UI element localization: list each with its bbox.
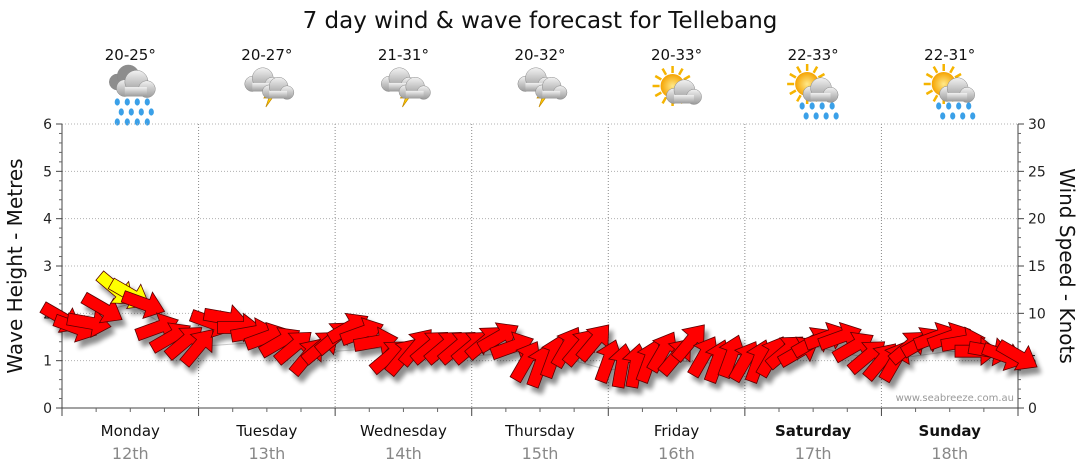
credit-text: www.seabreeze.com.au [896, 393, 1014, 404]
wind-arrow [179, 329, 214, 368]
chart-title: 7 day wind & wave forecast for Tellebang [303, 8, 778, 34]
wind-arrow [670, 324, 705, 363]
y-left-tick-label: 0 [43, 401, 52, 417]
temp-range-label: 22-33° [788, 46, 839, 64]
x-date-label: 14th [385, 444, 422, 463]
y-right-tick-label: 0 [1028, 401, 1037, 417]
sun-rain-icon [923, 64, 976, 120]
y-right-tick-label: 10 [1028, 306, 1046, 322]
storm-cloud-icon [244, 67, 295, 108]
temp-range-label: 20-32° [514, 46, 565, 64]
y-left-tick-label: 5 [43, 164, 52, 180]
wind-arrow [80, 291, 123, 324]
rain-cloud-icon [109, 64, 156, 126]
x-day-label: Thursday [504, 422, 575, 440]
sun-rain-icon [787, 64, 839, 120]
sun-cloud-icon [652, 66, 702, 106]
x-day-label: Sunday [919, 422, 982, 440]
temp-range-label: 21-31° [378, 46, 429, 64]
x-date-label: 12th [112, 444, 149, 463]
temp-range-label: 20-33° [651, 46, 702, 64]
x-day-label: Tuesday [235, 422, 297, 440]
wind-arrow-series [39, 270, 1038, 389]
x-date-label: 18th [931, 444, 968, 463]
wind-arrow [995, 339, 1038, 371]
x-date-label: 16th [658, 444, 695, 463]
x-day-label: Monday [101, 422, 160, 440]
y-right-tick-label: 30 [1028, 117, 1046, 133]
y-left-tick-label: 4 [43, 212, 52, 228]
x-day-label: Wednesday [360, 422, 447, 440]
y-left-tick-label: 6 [43, 117, 52, 133]
wind-arrow [575, 324, 610, 363]
weather-header: 20-25° 20-27° 21-31° 20-32° 20-33° 22-33° 22-3… [105, 46, 976, 126]
axes: 0123456051015202530Monday12thTuesday13th… [43, 117, 1046, 463]
temp-range-label: 22-31° [924, 46, 975, 64]
wind-arrow [66, 308, 112, 339]
storm-cloud-icon [517, 67, 568, 108]
x-day-label: Saturday [775, 422, 852, 440]
temp-range-label: 20-25° [105, 46, 156, 64]
y-left-tick-label: 1 [43, 354, 52, 370]
x-date-label: 17th [795, 444, 832, 463]
temp-range-label: 20-27° [241, 46, 292, 64]
storm-cloud-icon [381, 67, 431, 108]
x-date-label: 15th [522, 444, 559, 463]
wind-arrow [120, 290, 166, 320]
x-day-label: Friday [654, 422, 700, 440]
y-left-tick-label: 3 [43, 259, 52, 275]
y-axis-left-label: Wave Height - Metres [3, 158, 27, 373]
x-date-label: 13th [248, 444, 285, 463]
y-right-tick-label: 15 [1028, 259, 1046, 275]
y-right-tick-label: 25 [1028, 164, 1046, 180]
y-right-tick-label: 20 [1028, 212, 1046, 228]
y-axis-right-label: Wind Speed - Knots [1055, 168, 1079, 364]
